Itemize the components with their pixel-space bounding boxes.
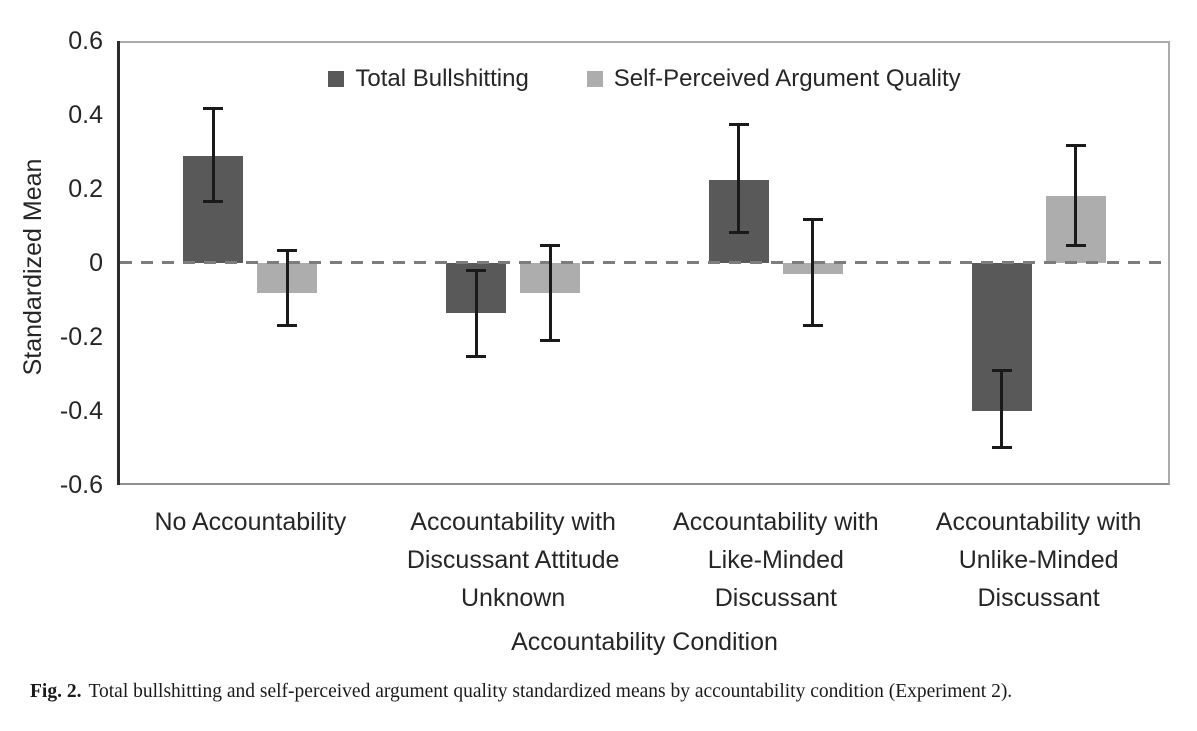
caption-text: Total bullshitting and self-perceived ar… <box>88 681 1013 702</box>
error-bar-line <box>811 218 815 326</box>
plot-area <box>119 41 1170 485</box>
y-tick-label: -0.2 <box>59 323 103 351</box>
x-category-label: No Accountability <box>154 508 347 536</box>
error-bar-cap-top <box>991 369 1012 373</box>
y-tick-label: -0.6 <box>59 471 103 499</box>
error-bar-line <box>737 124 741 234</box>
error-bar-cap-top <box>466 269 487 273</box>
error-bar-cap-bottom <box>466 355 487 359</box>
error-bar-line <box>548 244 552 341</box>
error-bar-cap-bottom <box>728 231 749 235</box>
legend-swatch-icon <box>586 71 603 87</box>
x-category-label: Accountability with Discussant Attitude Un… <box>406 508 620 612</box>
error-bar-line <box>474 270 478 358</box>
y-tick-label: 0.6 <box>68 27 103 55</box>
error-bar-cap-top <box>728 123 749 127</box>
legend-item: Self-Perceived Argument Quality <box>586 65 961 93</box>
y-axis-line <box>117 41 120 485</box>
error-bar-cap-top <box>203 106 224 110</box>
zero-baseline-dashed-line <box>120 261 1169 264</box>
legend-item: Total Bullshitting <box>328 65 529 93</box>
y-tick-label: -0.4 <box>59 397 103 425</box>
y-tick-label: 0 <box>89 249 103 277</box>
error-bar-line <box>285 250 289 326</box>
error-bar-cap-top <box>1065 143 1086 147</box>
error-bar-line <box>211 107 215 202</box>
error-bar-cap-bottom <box>1065 244 1086 248</box>
error-bar-cap-bottom <box>203 199 224 203</box>
legend-swatch-icon <box>328 71 345 87</box>
error-bar-line <box>1074 144 1078 247</box>
figure-caption: Fig. 2. Total bullshitting and self-perce… <box>30 678 1175 705</box>
y-tick-label: 0.4 <box>68 101 103 129</box>
x-axis-title: Accountability Condition <box>511 628 778 656</box>
legend-label: Total Bullshitting <box>355 65 529 92</box>
caption-label: Fig. 2. <box>30 681 82 702</box>
legend-label: Self-Perceived Argument Quality <box>613 65 961 92</box>
x-category-label: Accountability with Unlike-Minded Discussa… <box>935 508 1142 612</box>
y-tick-label: 0.2 <box>68 175 103 203</box>
error-bar-cap-bottom <box>540 338 561 342</box>
legend: Total Bullshitting Self-Perceived Argumen… <box>119 63 1170 95</box>
error-bar-line <box>1000 370 1004 448</box>
error-bar-cap-bottom <box>277 323 298 327</box>
error-bar-cap-top <box>540 243 561 247</box>
x-category-label: Accountability with Like-Minded Discussant <box>673 508 879 612</box>
error-bar-cap-bottom <box>802 323 823 327</box>
error-bar-cap-top <box>277 249 298 253</box>
error-bar-cap-bottom <box>991 446 1012 449</box>
error-bar-cap-top <box>802 217 823 221</box>
